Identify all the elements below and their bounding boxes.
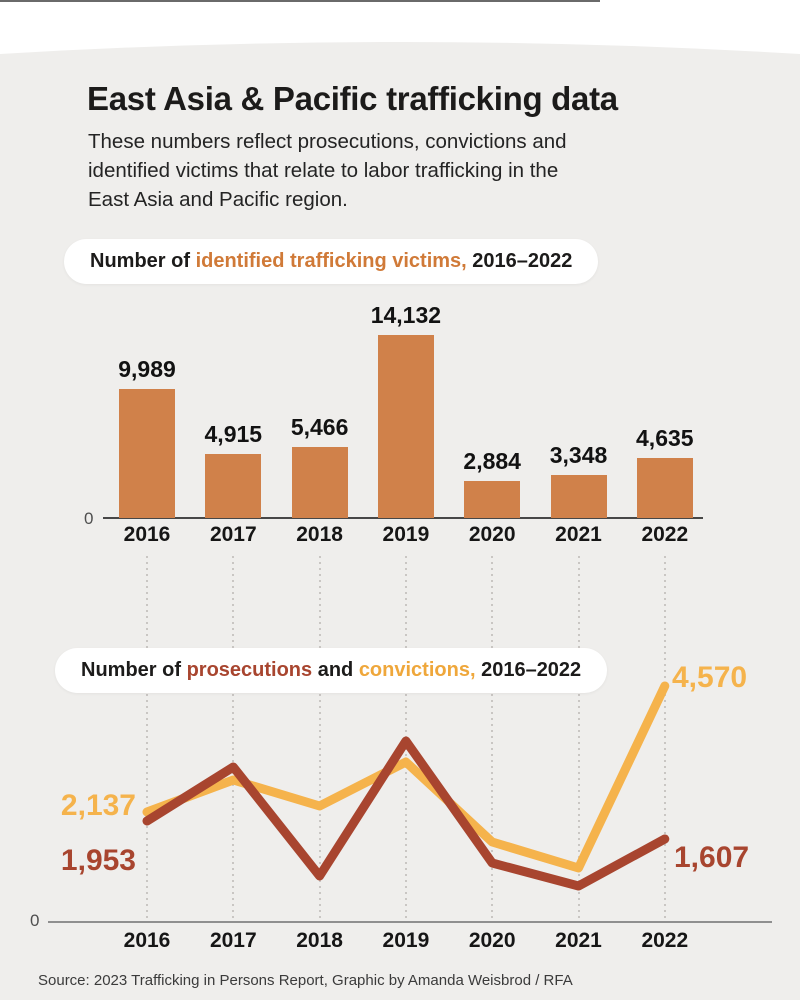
- convictions-2016-label: 2,137: [60, 789, 136, 822]
- chart2-heading-suffix: 2016–2022: [475, 659, 582, 681]
- chart1-x-tick-2022: 2022: [641, 523, 689, 546]
- chart1-baseline-axis: [103, 517, 703, 519]
- chart1-year-separator-line: [0, 0, 600, 2]
- page-title: East Asia & Pacific trafficking data: [87, 80, 618, 117]
- chart1-x-tick-2017: 2017: [209, 523, 257, 546]
- bar-value-2021: 3,348: [549, 442, 608, 468]
- bar-2019: [377, 335, 434, 518]
- chart2-zero-tick: 0: [30, 911, 40, 930]
- chart2-x-tick-2017: 2017: [209, 929, 257, 952]
- dotted-gridline-2022: [663, 556, 666, 922]
- page-subtitle: These numbers reflect prosecutions, conv…: [88, 127, 567, 214]
- bar-value-2018: 5,466: [290, 414, 349, 440]
- chart2-baseline-axis: [48, 921, 772, 923]
- prosecutions-2016-label: 1,953: [60, 844, 136, 877]
- chart1-heading-highlight: identified trafficking victims,: [195, 250, 467, 272]
- bar-value-2017: 4,915: [204, 421, 263, 447]
- dotted-gridline-2021: [577, 556, 580, 922]
- bar-value-2020: 2,884: [463, 448, 521, 474]
- chart2-heading-and: and: [312, 659, 359, 681]
- chart2-x-tick-2016: 2016: [123, 929, 171, 952]
- chart1-zero-tick: 0: [84, 509, 94, 528]
- chart2-x-tick-2018: 2018: [296, 929, 343, 952]
- chart2-x-tick-2021: 2021: [555, 929, 602, 952]
- bar-value-2019: 14,132: [370, 302, 442, 328]
- bar-2016: [119, 389, 175, 518]
- subtitle-line-3: East Asia and Pacific region.: [88, 188, 348, 211]
- chart1-heading-suffix: 2016–2022: [466, 250, 573, 272]
- bar-2018: [291, 447, 348, 518]
- bar-2017: [205, 454, 262, 518]
- bar-2021: [550, 475, 607, 518]
- chart2-heading-prefix: Number of: [81, 659, 187, 681]
- chart1-x-tick-2021: 2021: [555, 523, 602, 546]
- chart1-x-tick-2020: 2020: [468, 523, 516, 546]
- subtitle-line-2: identified victims that relate to labor …: [88, 159, 559, 182]
- prosecutions-2022-label: 1,607: [674, 841, 750, 874]
- chart1-x-tick-2019: 2019: [382, 523, 430, 546]
- dotted-gridline-2016: [146, 556, 148, 922]
- chart1-x-tick-2018: 2018: [296, 523, 343, 546]
- bar-value-2022: 4,635: [636, 425, 694, 451]
- chart2-x-tick-2022: 2022: [641, 929, 689, 952]
- chart2-x-tick-2019: 2019: [382, 929, 430, 952]
- bar-2022: [636, 458, 693, 518]
- bar-2020: [464, 481, 521, 518]
- dotted-gridline-2019: [404, 556, 407, 922]
- victims-bar-chart: 0 9,989 2016 4,915 2017 5,466 2018 14,132 2019 2…: [0, 0, 800, 546]
- dotted-gridline-2017: [232, 556, 235, 922]
- subtitle-line-1: These numbers reflect prosecutions, conv…: [88, 130, 567, 153]
- convictions-2022-label: 4,570: [672, 661, 748, 694]
- chart1-heading-pill: Number of identified trafficking victims…: [64, 239, 599, 284]
- dotted-gridline-2020: [491, 556, 494, 922]
- dotted-gridline-2018: [318, 556, 321, 922]
- chart2-x-tick-2020: 2020: [468, 929, 516, 952]
- chart2-heading-pill: Number of prosecutions and convictions, …: [55, 648, 608, 693]
- chart2-heading-prosecutions: prosecutions: [186, 659, 313, 681]
- source-credit: Source: 2023 Trafficking in Persons Repo…: [38, 972, 573, 989]
- bar-value-2016: 9,989: [118, 356, 176, 382]
- chart2-heading-convictions: convictions,: [358, 659, 476, 681]
- chart1-x-tick-2016: 2016: [123, 523, 171, 546]
- chart1-heading-prefix: Number of: [90, 250, 196, 272]
